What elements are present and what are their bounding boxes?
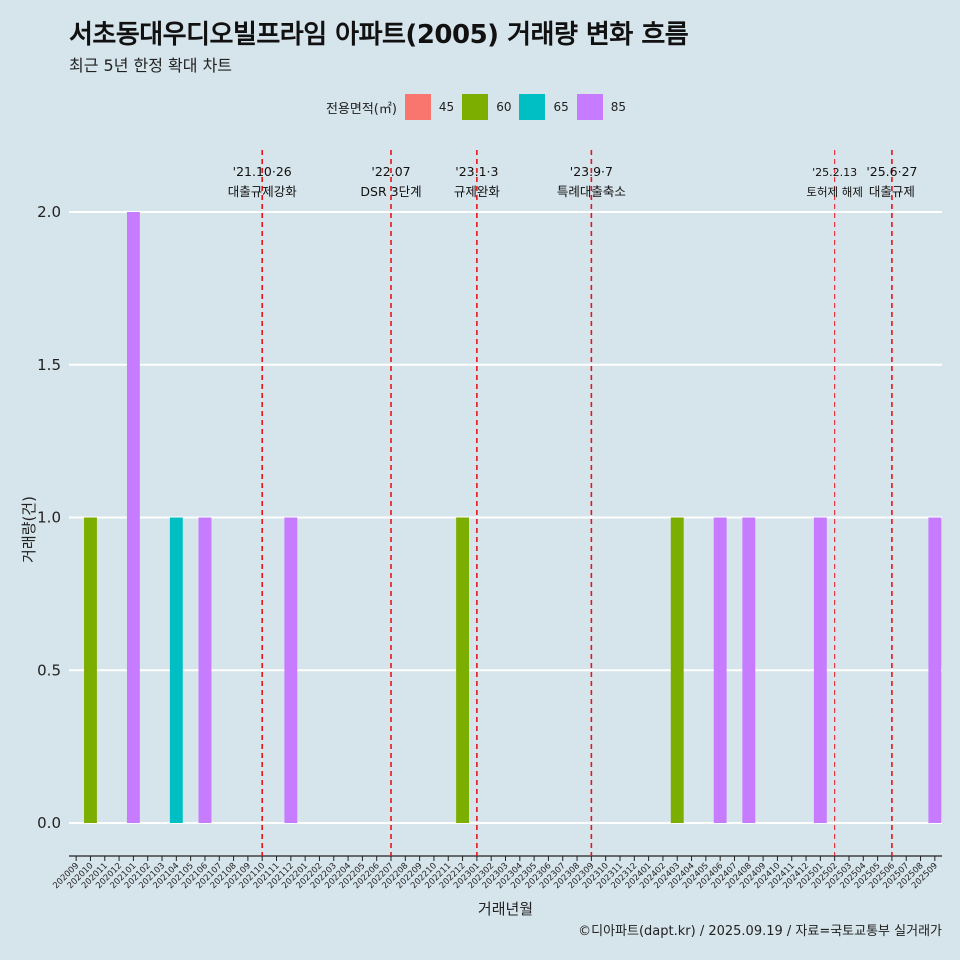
bar (670, 517, 684, 823)
legend: 전용면적(㎡) 45 60 65 85 (0, 92, 960, 122)
bar (713, 517, 727, 823)
bar (198, 517, 212, 823)
legend-item-65: 65 (519, 94, 569, 120)
y-axis-title: 거래량(건) (20, 496, 38, 563)
bar (813, 517, 827, 823)
event-name-label: 토허제 해제 (806, 185, 863, 199)
page-title: 서초동대우디오빌프라임 아파트(2005) 거래량 변화 흐름 (69, 20, 689, 50)
legend-item-45: 45 (404, 94, 455, 120)
legend-label-85: 85 (610, 100, 627, 114)
bar (126, 212, 140, 823)
y-tick-label: 1.5 (37, 356, 61, 374)
bar (284, 517, 298, 823)
legend-label-45: 45 (438, 100, 455, 114)
event-date-label: '25.6·27 (866, 164, 917, 179)
event-date-label: '25.2.13 (812, 166, 857, 179)
page-subtitle: 최근 5년 한정 확대 차트 (69, 56, 233, 75)
legend-swatch-60 (462, 94, 489, 120)
x-axis-title: 거래년월 (478, 900, 533, 918)
source-caption: ©디아파트(dapt.kr) / 2025.09.19 / 자료=국토교통부 실… (578, 924, 942, 939)
legend-swatch-85 (576, 94, 603, 120)
legend-label-65: 65 (553, 100, 569, 114)
event-date-label: '21.10·26 (233, 164, 292, 179)
event-date-label: '22.07 (371, 164, 410, 179)
bar (84, 517, 97, 823)
legend-item-85: 85 (576, 94, 627, 120)
event-name-label: 대출규제강화 (228, 184, 298, 199)
y-tick-label: 1.0 (37, 509, 61, 527)
bar (456, 517, 470, 823)
legend-label-60: 60 (496, 100, 512, 114)
bar (928, 517, 942, 823)
bar (742, 517, 756, 823)
y-tick-label: 0.5 (37, 661, 61, 679)
event-name-label: 특례대출축소 (557, 184, 626, 199)
event-name-label: 대출규제 (869, 184, 915, 199)
y-tick-label: 0.0 (37, 814, 61, 832)
event-date-label: '23.1·3 (455, 164, 498, 179)
legend-item-60: 60 (462, 94, 511, 120)
event-name-label: DSR 3단계 (360, 184, 421, 199)
legend-swatch-65 (519, 94, 546, 120)
legend-title: 전용면적(㎡) (325, 101, 397, 117)
event-date-label: '23.9·7 (570, 164, 613, 179)
event-name-label: 규제완화 (454, 184, 501, 199)
y-tick-label: 2.0 (37, 203, 61, 221)
legend-swatch-45 (404, 94, 431, 120)
bar (169, 517, 183, 823)
